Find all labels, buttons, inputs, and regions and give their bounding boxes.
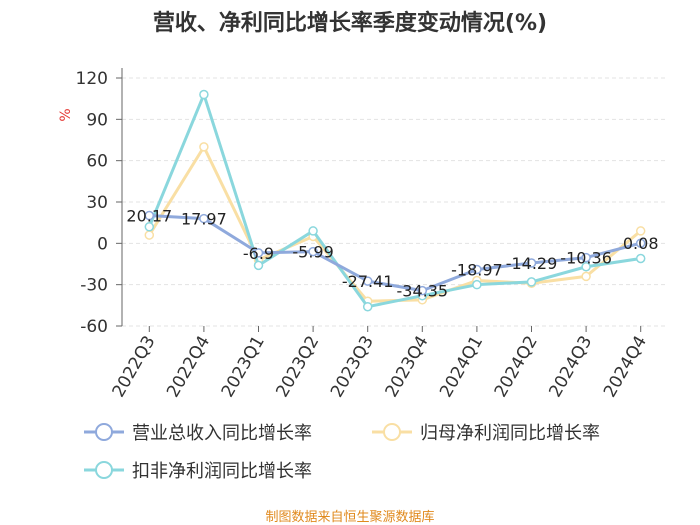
x-tick-label: 2024Q1 <box>436 333 487 401</box>
x-tick-label: 2024Q2 <box>491 333 542 401</box>
data-point <box>253 248 264 258</box>
data-label: 0.08 <box>623 234 659 253</box>
y-tick-label: -60 <box>80 317 108 337</box>
data-point <box>581 252 591 263</box>
legend-label: 扣非净利润同比增长率 <box>132 461 312 482</box>
data-point <box>526 277 537 287</box>
x-tick-label: 2023Q1 <box>218 333 269 401</box>
data-point <box>362 276 373 286</box>
y-tick-label: 90 <box>86 110 108 130</box>
data-point <box>144 222 155 232</box>
series-1 <box>144 210 646 296</box>
source-note: 制图数据来自恒生聚源数据库 <box>265 509 434 525</box>
legend-item: 扣非净利润同比增长率 <box>84 461 312 482</box>
data-point <box>472 264 482 275</box>
legend-label: 营业总收入同比增长率 <box>132 423 312 444</box>
chart-title: 营收、净利同比增长率季度变动情况(%) <box>153 10 547 36</box>
legend-marker <box>95 461 113 479</box>
data-label: 20.17 <box>126 207 172 226</box>
data-point <box>144 210 155 221</box>
y-tick-label: 120 <box>76 69 108 89</box>
data-point <box>581 271 591 282</box>
y-tick-label: 0 <box>97 234 108 254</box>
data-point <box>144 230 155 240</box>
data-label: -34.35 <box>397 282 449 301</box>
y-tick-label: 60 <box>86 152 108 172</box>
data-label: -14.29 <box>506 254 558 273</box>
data-point <box>199 89 209 100</box>
series-layer <box>144 89 646 312</box>
legend-marker <box>383 423 401 441</box>
y-tick-label: -30 <box>80 276 108 296</box>
data-point <box>417 285 428 296</box>
x-tick-label: 2023Q3 <box>327 333 378 401</box>
data-label: -5.99 <box>292 243 333 262</box>
series-line <box>147 93 643 309</box>
legend-item: 营业总收入同比增长率 <box>84 423 312 444</box>
data-point <box>581 262 591 272</box>
data-point <box>635 238 646 248</box>
data-point <box>635 253 646 264</box>
data-point <box>199 213 209 224</box>
x-tick-label: 2023Q4 <box>382 333 433 401</box>
legend-item: 归母净利润同比增长率 <box>372 423 600 444</box>
y-tick-label: 30 <box>86 193 108 213</box>
data-label: -27.41 <box>342 272 394 291</box>
y-axis-unit: % <box>58 108 74 121</box>
legend-label: 归母净利润同比增长率 <box>420 423 600 444</box>
x-tick-label: 2022Q4 <box>163 333 214 401</box>
data-point <box>308 246 318 257</box>
data-point <box>472 279 482 290</box>
data-label: 17.97 <box>181 210 227 229</box>
data-point <box>199 142 209 152</box>
data-label: -10.36 <box>560 249 612 268</box>
x-tick-label: 2023Q2 <box>272 333 323 401</box>
data-label: -6.9 <box>243 244 274 263</box>
x-tick-label: 2024Q3 <box>545 333 596 401</box>
legend-marker <box>95 423 113 441</box>
axes: -60 -30 0 30 60 90 120 2022Q3 2022Q4 2023Q1 2023Q2… <box>76 68 651 401</box>
x-tick-label: 2024Q4 <box>600 333 651 401</box>
data-point <box>526 258 537 268</box>
data-label: -18.97 <box>451 260 503 279</box>
data-point <box>635 226 646 236</box>
data-labels: 20.17 17.97 -6.9 -5.99 -27.41-34.35-18.97 -14… <box>126 207 658 301</box>
data-point <box>308 226 318 236</box>
data-point <box>362 301 373 312</box>
grid-lines <box>122 77 668 327</box>
series-line <box>147 214 643 293</box>
data-point <box>253 260 264 271</box>
x-tick-label: 2022Q3 <box>109 333 160 401</box>
